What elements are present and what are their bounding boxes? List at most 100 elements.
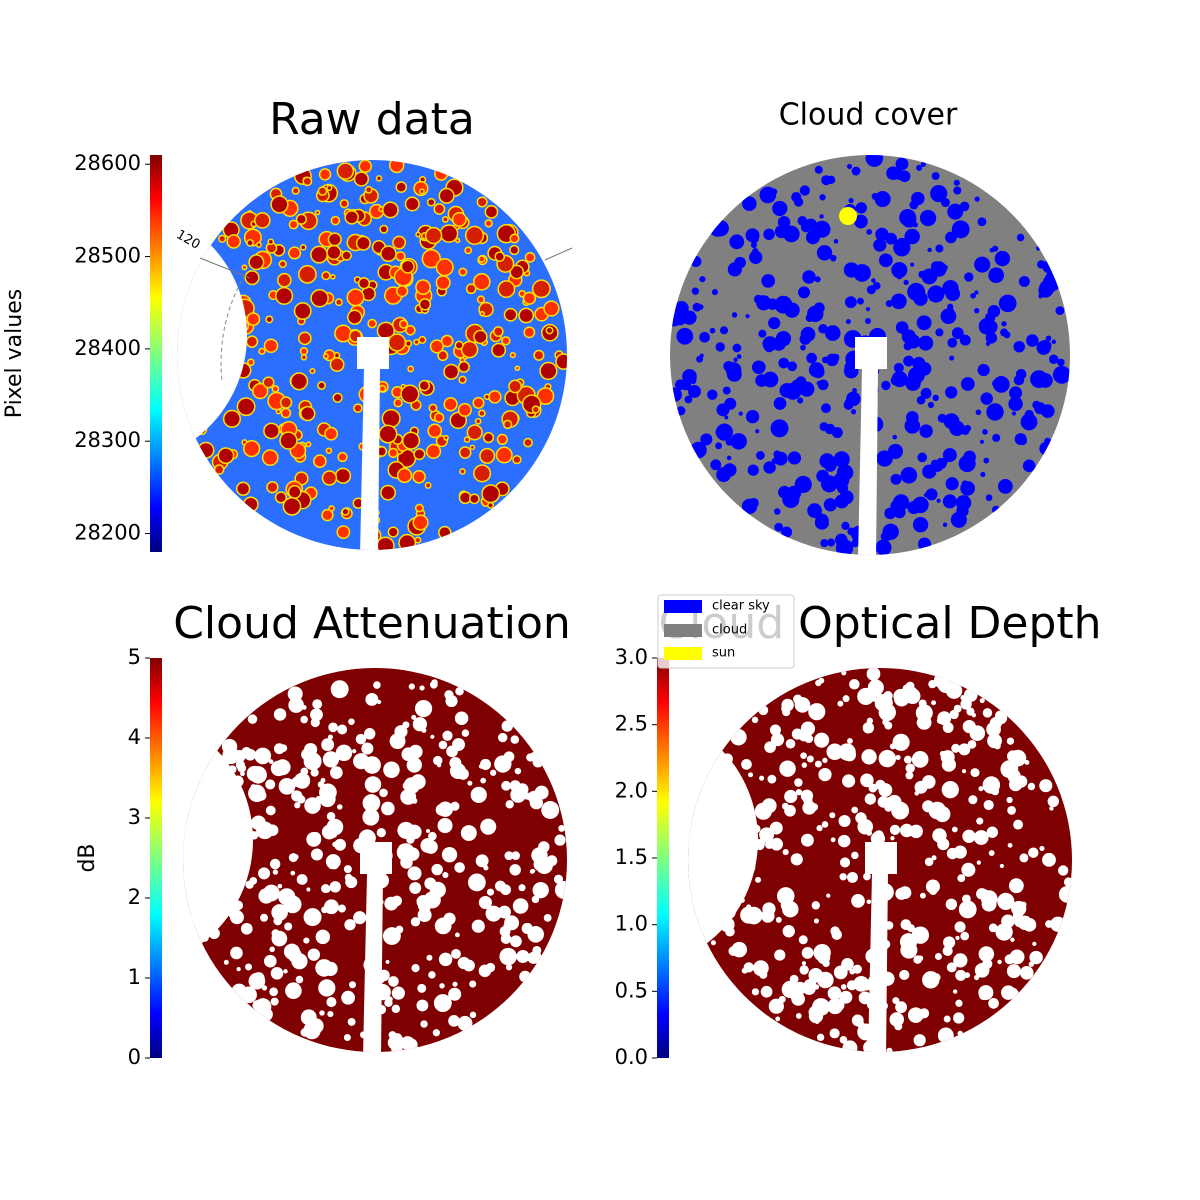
sky-blob — [790, 853, 803, 866]
sky-blob — [543, 913, 552, 922]
sky-blob — [237, 763, 247, 773]
sky-blob — [261, 449, 279, 467]
sky-blob — [317, 381, 326, 390]
sky-blob — [909, 824, 923, 839]
sky-blob — [268, 759, 274, 764]
sky-blob — [425, 443, 442, 460]
sky-blob — [317, 781, 325, 788]
sky-blob — [684, 395, 693, 404]
sky-blob — [499, 947, 517, 966]
sky-blob — [985, 332, 998, 344]
sky-blob — [731, 312, 738, 318]
sky-blob — [837, 834, 851, 848]
sky-blob — [404, 196, 420, 212]
sky-blob — [988, 267, 1004, 284]
sky-blob — [518, 307, 535, 324]
sky-blob — [709, 219, 727, 237]
sky-blob — [917, 452, 928, 463]
sky-blob — [1006, 737, 1015, 745]
sky-blob — [418, 379, 431, 392]
sky-blob — [344, 919, 356, 931]
sky-blob — [794, 697, 811, 713]
sky-blob — [904, 228, 920, 245]
sky-blob — [947, 337, 958, 348]
sky-blob — [328, 722, 338, 733]
sky-blob — [1011, 411, 1017, 416]
sky-blob — [755, 429, 760, 434]
sky-blob — [435, 803, 448, 816]
sky-blob — [761, 274, 776, 288]
sky-blob — [1013, 341, 1025, 353]
sky-blob — [421, 248, 442, 269]
sky-blob — [696, 355, 704, 363]
sky-blob — [235, 481, 251, 496]
sky-blob — [930, 261, 942, 272]
sky-blob — [467, 873, 486, 892]
sky-blob — [805, 313, 814, 322]
sky-blob — [896, 272, 903, 280]
sky-blob — [974, 963, 990, 978]
sky-blob — [553, 874, 564, 884]
sky-blob — [947, 203, 964, 220]
sky-blob — [400, 384, 420, 404]
sky-blob — [891, 801, 910, 820]
sky-blob — [899, 969, 910, 981]
sky-blob — [376, 828, 386, 838]
sky-blob — [383, 761, 400, 779]
sky-blob — [343, 865, 352, 874]
sky-blob — [758, 329, 767, 338]
sky-blob — [329, 829, 338, 838]
sky-blob — [401, 747, 416, 762]
sky-blob — [387, 526, 399, 538]
legend-swatch — [664, 600, 702, 613]
sky-blob — [943, 1015, 951, 1023]
sky-blob — [816, 1033, 825, 1042]
sky-blob — [884, 796, 896, 809]
sky-blob — [245, 335, 259, 348]
sky-blob — [464, 225, 485, 245]
sky-blob — [461, 729, 470, 737]
sky-blob — [841, 670, 847, 676]
sky-blob — [798, 935, 808, 945]
sky-blob — [881, 380, 891, 391]
sky-blob — [895, 754, 901, 761]
sky-blob — [380, 245, 397, 263]
sky-blob — [481, 484, 501, 504]
sky-blob — [853, 975, 870, 992]
sky-blob — [270, 760, 287, 777]
sky-blob — [480, 818, 497, 835]
sky-blob — [927, 401, 935, 408]
sky-blob — [941, 781, 959, 799]
sky-blob — [955, 935, 960, 941]
sky-blob — [226, 234, 241, 249]
sky-blob — [503, 307, 518, 322]
sky-blob — [283, 969, 288, 974]
sky-blob — [270, 966, 284, 980]
sky-blob — [895, 237, 910, 252]
sky-blob — [414, 503, 424, 513]
sky-blob — [365, 692, 379, 706]
sky-blob — [920, 387, 932, 399]
tick-label: 28500 — [74, 244, 141, 268]
sky-blob — [928, 801, 947, 820]
sky-blob — [247, 714, 258, 724]
sky-blob — [943, 413, 960, 430]
sky-blob — [275, 286, 294, 305]
sky-blob — [536, 387, 555, 405]
sky-blob — [942, 459, 948, 465]
sky-blob — [269, 946, 275, 953]
sky-blob — [903, 755, 912, 764]
sky-blob — [411, 714, 417, 720]
sky-blob — [381, 801, 395, 816]
sky-blob — [854, 214, 868, 229]
sky-blob — [273, 743, 285, 755]
sky-blob — [832, 998, 845, 1012]
sky-blob — [321, 470, 338, 486]
sky-blob — [765, 840, 774, 849]
sky-blob — [412, 514, 429, 531]
sky-blob — [312, 699, 323, 710]
sky-blob — [265, 315, 274, 324]
sky-blob — [829, 812, 836, 819]
sky-blob — [482, 431, 495, 444]
sky-blob — [761, 798, 777, 814]
